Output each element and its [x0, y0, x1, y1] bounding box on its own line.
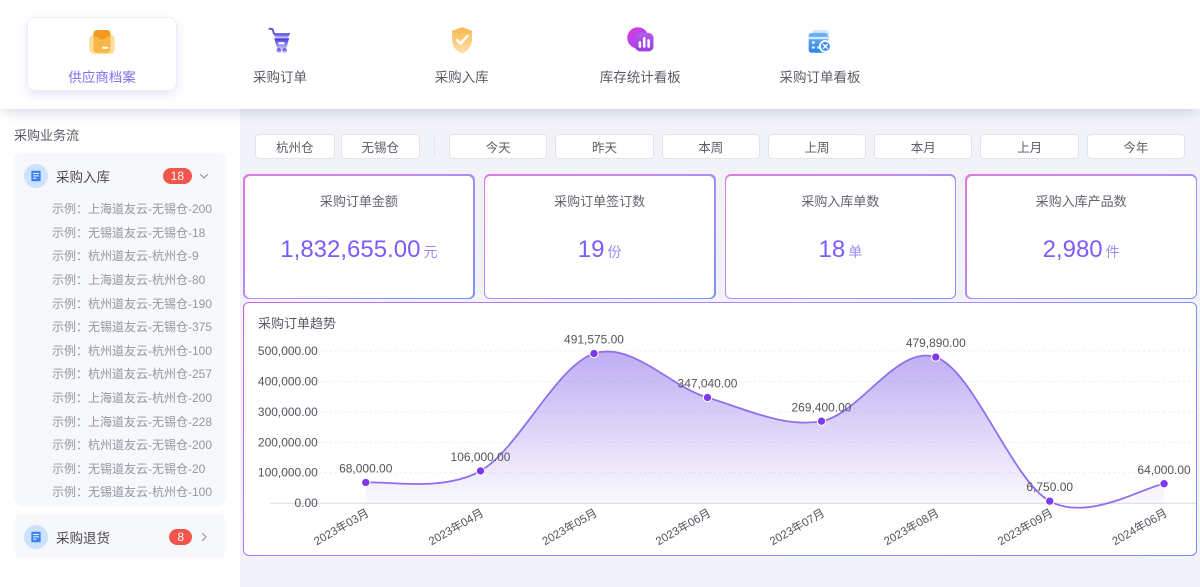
svg-text:479,890.00: 479,890.00 — [906, 336, 966, 350]
svg-text:2023年08月: 2023年08月 — [881, 506, 941, 549]
svg-text:64,000.00: 64,000.00 — [1137, 463, 1191, 477]
svg-text:300,000.00: 300,000.00 — [258, 405, 318, 419]
svg-text:491,575.00: 491,575.00 — [564, 333, 624, 347]
svg-text:6,750.00: 6,750.00 — [1026, 480, 1073, 494]
svg-text:106,000.00: 106,000.00 — [451, 450, 511, 464]
svg-text:2023年05月: 2023年05月 — [539, 506, 599, 549]
svg-text:400,000.00: 400,000.00 — [258, 374, 318, 388]
svg-text:2023年04月: 2023年04月 — [426, 506, 486, 549]
svg-text:2023年03月: 2023年03月 — [311, 506, 371, 549]
svg-text:68,000.00: 68,000.00 — [339, 462, 393, 476]
svg-text:2023年09月: 2023年09月 — [995, 506, 1055, 549]
svg-text:347,040.00: 347,040.00 — [678, 377, 738, 391]
svg-text:269,400.00: 269,400.00 — [792, 400, 852, 414]
svg-text:200,000.00: 200,000.00 — [258, 435, 318, 449]
svg-text:2023年06月: 2023年06月 — [653, 506, 713, 549]
svg-text:100,000.00: 100,000.00 — [258, 466, 318, 480]
svg-text:2023年07月: 2023年07月 — [767, 506, 827, 549]
svg-text:2024年06月: 2024年06月 — [1110, 506, 1170, 549]
svg-text:0.00: 0.00 — [295, 496, 319, 510]
svg-text:500,000.00: 500,000.00 — [258, 344, 318, 358]
